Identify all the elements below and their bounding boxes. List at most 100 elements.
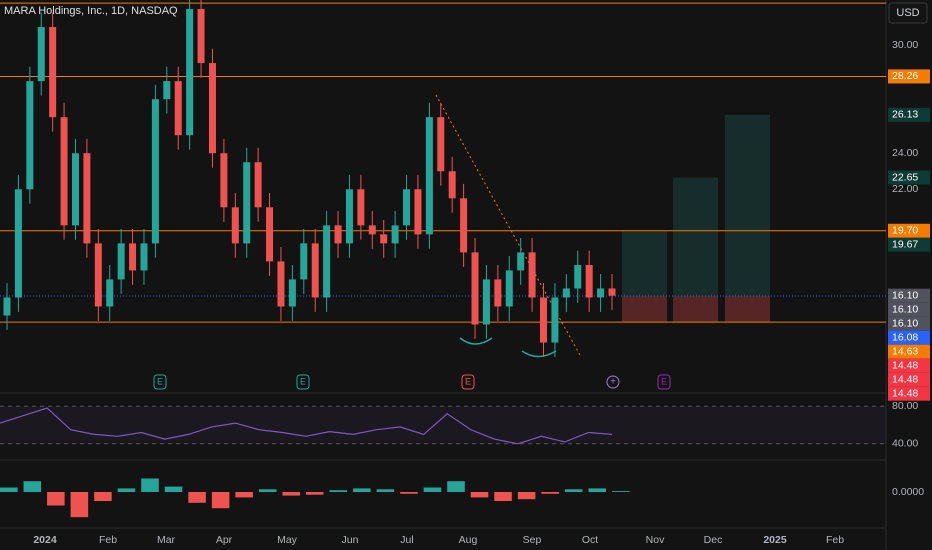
price-badge-label: 14.63 xyxy=(892,345,918,357)
macd-bar xyxy=(164,486,183,492)
macd-bar xyxy=(235,492,253,498)
candle-body xyxy=(345,189,353,244)
rsi-line xyxy=(0,407,613,445)
candle-body xyxy=(3,297,11,316)
price-badge-label: 16.10 xyxy=(892,317,918,329)
currency-button[interactable] xyxy=(888,2,928,24)
price-badge-label: 28.26 xyxy=(892,70,918,82)
macd-bar xyxy=(306,492,324,495)
candle-body xyxy=(277,261,285,307)
candle-body xyxy=(231,207,239,244)
x-tick-label: Oct xyxy=(582,534,598,546)
price-badge xyxy=(888,170,930,185)
macd-bar xyxy=(494,492,512,501)
price-badge xyxy=(888,107,930,122)
macd-bar xyxy=(282,492,300,496)
macd-bar xyxy=(588,488,606,492)
x-tick-label: Feb xyxy=(99,534,117,546)
macd-bar xyxy=(188,492,206,503)
macd-bar xyxy=(612,491,630,492)
earnings-marker[interactable] xyxy=(657,374,671,390)
candle-body xyxy=(174,81,182,136)
price-badge xyxy=(888,316,930,331)
macd-bar xyxy=(423,487,442,492)
target-box xyxy=(622,231,667,297)
candle-body xyxy=(37,27,45,82)
stop-box xyxy=(622,296,667,323)
x-tick-label: Feb xyxy=(826,534,844,546)
candle-body xyxy=(323,225,331,298)
macd-bar xyxy=(258,489,277,492)
price-badge xyxy=(888,358,930,373)
stop-box xyxy=(725,296,770,323)
candle-body xyxy=(357,189,365,226)
x-tick-label: Nov xyxy=(646,534,665,546)
macd-bar xyxy=(470,492,489,498)
x-tick-label: Jul xyxy=(400,534,413,546)
macd-bar xyxy=(94,492,112,501)
macd-bar xyxy=(329,490,348,492)
candle-body xyxy=(414,189,422,235)
candle-body xyxy=(163,81,171,100)
macd-bar xyxy=(400,492,418,494)
candle-body xyxy=(380,234,388,244)
price-badge-label: 14.48 xyxy=(892,373,918,385)
macd-bar xyxy=(517,492,536,500)
price-badge xyxy=(888,223,930,238)
candle-body xyxy=(505,270,513,307)
x-tick-label: Dec xyxy=(704,534,723,546)
candle-body xyxy=(528,252,536,298)
rsi-tick-label: 40.00 xyxy=(892,438,918,450)
candle-body xyxy=(83,153,91,244)
price-badge xyxy=(888,344,930,359)
candle-body xyxy=(60,117,68,226)
chart-title: MARA Holdings, Inc., 1D, NASDAQ xyxy=(4,5,178,17)
macd-bar xyxy=(0,487,18,492)
price-badge-label: 22.65 xyxy=(892,171,918,183)
price-badge-label: 14.48 xyxy=(892,359,918,371)
candle-body xyxy=(151,99,159,244)
rsi-band xyxy=(0,406,886,444)
candle-body xyxy=(71,153,79,226)
price-badge xyxy=(888,302,930,317)
target-box xyxy=(725,114,770,297)
earnings-label: E xyxy=(661,376,667,386)
earnings-marker[interactable] xyxy=(153,374,167,390)
event-icon[interactable] xyxy=(606,375,620,389)
candle-body xyxy=(266,207,274,262)
candle-body xyxy=(334,225,342,244)
event-icon-plus: + xyxy=(610,377,616,388)
candle-body xyxy=(208,63,216,154)
macd-bar xyxy=(376,489,395,492)
x-tick-label: Apr xyxy=(216,534,233,546)
price-badge xyxy=(888,330,930,345)
macd-bar xyxy=(141,478,159,492)
earnings-label: E xyxy=(465,376,471,386)
x-tick-label: Jun xyxy=(342,534,359,546)
earnings-marker[interactable] xyxy=(461,374,475,390)
x-tick-label: 2025 xyxy=(763,534,787,546)
price-badge xyxy=(888,288,930,303)
candle-body xyxy=(94,243,102,307)
rsi-tick-label: 80.00 xyxy=(892,400,918,412)
candle-body xyxy=(574,265,582,289)
candle-body xyxy=(437,117,445,172)
candle-body xyxy=(140,243,148,271)
candle-body xyxy=(551,297,559,343)
x-tick-label: 2024 xyxy=(33,534,57,546)
macd-bar xyxy=(70,492,89,518)
earnings-label: E xyxy=(300,376,306,386)
earnings-marker[interactable] xyxy=(296,374,310,390)
candle-body xyxy=(26,81,34,190)
price-badge-label: 19.67 xyxy=(892,239,918,251)
candle-body xyxy=(403,189,411,226)
candle-body xyxy=(254,162,262,208)
macd-bar xyxy=(353,488,371,492)
candle-body xyxy=(220,153,228,208)
candle-body xyxy=(300,243,308,280)
y-tick-label: 30.00 xyxy=(892,39,918,51)
candle-body xyxy=(517,252,525,271)
candle-body xyxy=(425,117,433,235)
